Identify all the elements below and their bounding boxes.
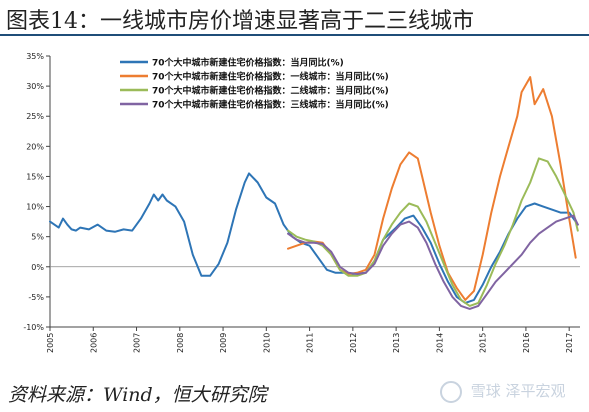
title-bar: 图表14：一线城市房价增速显著高于二三线城市 xyxy=(0,0,589,36)
x-tick-label: 2016 xyxy=(522,333,531,353)
y-tick-label: 15% xyxy=(26,172,44,181)
x-tick-label: 2005 xyxy=(46,333,55,353)
series-line-1 xyxy=(49,172,579,304)
y-tick-label: -5% xyxy=(28,293,44,302)
x-tick-label: 2012 xyxy=(349,333,358,353)
watermark: 雪球 泽平宏观 xyxy=(440,380,586,406)
x-tick-label: 2010 xyxy=(262,333,271,353)
x-tick-label: 2007 xyxy=(133,333,142,353)
y-tick-label: 5% xyxy=(31,233,44,242)
legend-entry-1: 70个大中城市新建住宅价格指数：当月同比(%) xyxy=(152,57,344,69)
y-tick-label: 10% xyxy=(26,203,44,212)
source-note: 资料来源：Wind，恒大研究院 xyxy=(8,384,267,406)
line-chart: -10% -5% 0% 5% 10% 15% 20% 25% 30% 35% 2005 2006 200… xyxy=(23,52,580,353)
x-tick-label: 2014 xyxy=(435,333,444,353)
watermark-text: 雪球 泽平宏观 xyxy=(470,382,566,400)
x-tick-label: 2009 xyxy=(219,333,228,353)
legend-entry-2: 70个大中城市新建住宅价格指数：一线城市：当月同比(%) xyxy=(152,71,389,83)
x-tick-label: 2017 xyxy=(565,333,574,353)
chart-title: 图表14：一线城市房价增速显著高于二三线城市 xyxy=(6,9,474,34)
legend-entry-4: 70个大中城市新建住宅价格指数：三线城市：当月同比(%) xyxy=(152,99,389,111)
legend-entry-3: 70个大中城市新建住宅价格指数：二线城市：当月同比(%) xyxy=(152,85,389,97)
y-tick-label: -10% xyxy=(23,323,44,332)
series-line-4 xyxy=(287,214,579,310)
x-tick-label: 2011 xyxy=(306,333,315,353)
snowball-logo-icon xyxy=(440,380,462,403)
y-tick-label: 35% xyxy=(26,52,44,61)
y-tick-label: 25% xyxy=(26,112,44,121)
series-line-3 xyxy=(287,157,579,307)
x-tick-label: 2006 xyxy=(89,333,98,353)
series-lines xyxy=(49,76,579,310)
y-tick-label: 20% xyxy=(26,142,44,151)
x-tick-label: 2013 xyxy=(392,333,401,353)
legend: 70个大中城市新建住宅价格指数：当月同比(%) 70个大中城市新建住宅价格指数：一… xyxy=(120,57,389,111)
y-tick-label: 0% xyxy=(31,263,44,272)
x-tick-label: 2015 xyxy=(479,333,488,353)
axes: -10% -5% 0% 5% 10% 15% 20% 25% 30% 35% 2005 2006 200… xyxy=(23,52,580,353)
x-tick-label: 2008 xyxy=(176,333,185,353)
y-tick-label: 30% xyxy=(26,82,44,91)
